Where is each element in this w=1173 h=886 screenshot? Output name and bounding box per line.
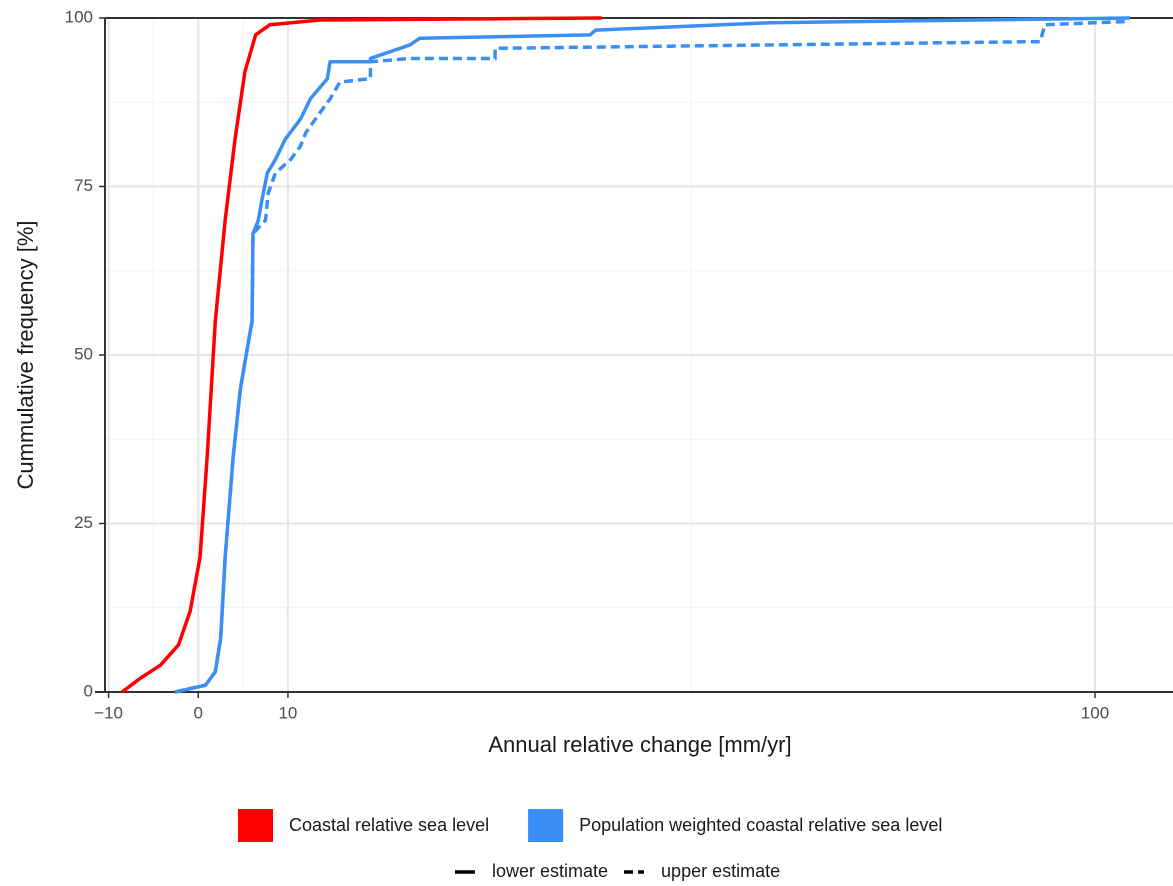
line — [174, 19, 1131, 694]
y-tick-label: 0 — [84, 681, 93, 700]
legend-label: upper estimate — [661, 861, 780, 881]
x-tick-label: 10 — [278, 703, 297, 722]
legend-swatch — [238, 809, 273, 842]
legend-label: Population weighted coastal relative sea… — [579, 815, 942, 835]
y-tick-label: 50 — [74, 344, 93, 363]
x-tick-label: 100 — [1081, 703, 1109, 722]
x-axis-label: Annual relative change [mm/yr] — [488, 732, 791, 757]
y-axis-label: Cummulative frequency [%] — [13, 221, 38, 490]
x-tick-label: −10 — [94, 703, 123, 722]
legend-label: lower estimate — [492, 861, 608, 881]
y-tick-label: 25 — [74, 513, 93, 532]
x-tick-label: 0 — [194, 703, 203, 722]
y-tick-label: 75 — [74, 176, 93, 195]
legend-swatch — [528, 809, 564, 842]
y-tick-label: 100 — [65, 7, 93, 26]
legend-label: Coastal relative sea level — [289, 815, 489, 835]
line — [120, 16, 602, 694]
